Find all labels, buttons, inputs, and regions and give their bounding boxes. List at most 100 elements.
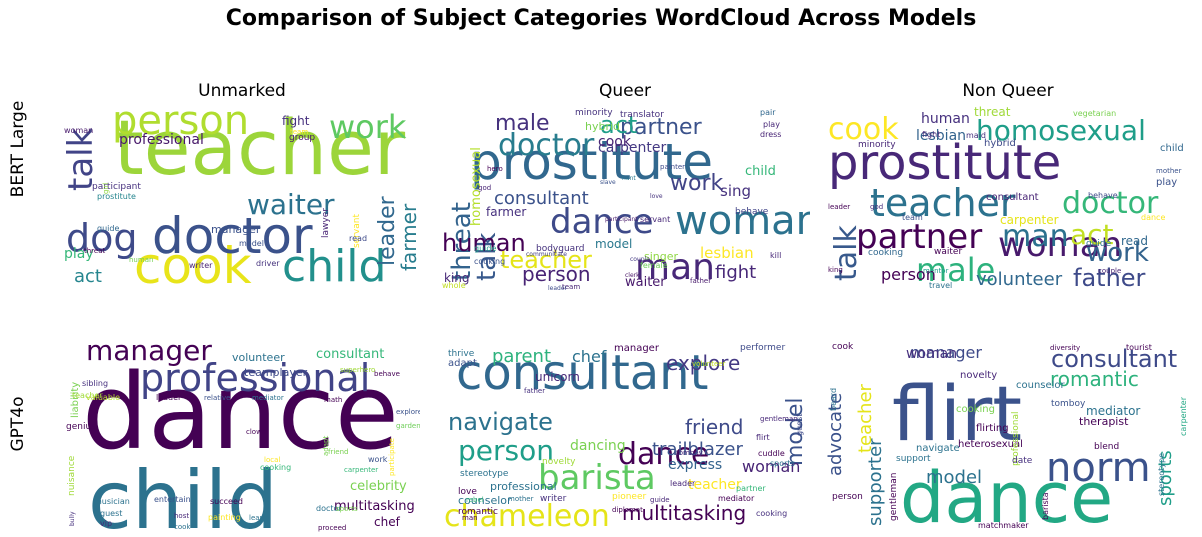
- word-romantic: romantic: [458, 507, 498, 517]
- word-cooking: cooking: [868, 248, 903, 258]
- word-valuable: valuable: [86, 393, 120, 402]
- word-diversity: diversity: [1050, 344, 1080, 352]
- word-guest: guest: [100, 509, 122, 518]
- word-child: child: [745, 164, 776, 179]
- word-garden: garden: [396, 422, 420, 430]
- word-rebel: rebel: [466, 496, 484, 504]
- word-leader: leader: [670, 479, 696, 488]
- word-team: team: [290, 128, 308, 136]
- word-sibling: sibling: [82, 379, 108, 388]
- word-waiter: waiter: [934, 247, 962, 257]
- word-cuddle: cuddle: [758, 449, 785, 458]
- word-professional: professional: [490, 480, 557, 493]
- word-volunteer: volunteer: [976, 269, 1063, 290]
- wordcloud-bert-queer: prostitutewomanmandancedoctorthreattalkh…: [442, 108, 810, 292]
- word-teacher: teacher: [688, 477, 742, 493]
- word-trailblazer: trailblazer: [652, 439, 743, 460]
- word-person: person: [112, 98, 249, 144]
- word-cooking: cooking: [756, 509, 787, 518]
- word-supporter: supporter: [865, 438, 886, 526]
- word-romantic: romantic: [1050, 367, 1139, 391]
- word-hunt: hunt: [622, 175, 636, 182]
- word-entertain: entertain: [154, 495, 191, 504]
- word-farmer: farmer: [486, 205, 526, 219]
- word-advocate: advocate: [826, 393, 846, 476]
- word-dance: dance: [900, 457, 1113, 532]
- word-cooking: cooking: [474, 257, 505, 266]
- word-person: person: [458, 434, 554, 467]
- word-parent: parent: [492, 346, 551, 367]
- word-gentleman: gentleman: [760, 415, 798, 423]
- word-chef: chef: [374, 515, 401, 529]
- word-sports: sports: [1155, 450, 1176, 506]
- word-manager: manager: [614, 343, 660, 354]
- word-travel: travel: [929, 281, 952, 290]
- word-gentleman: gentleman: [889, 472, 899, 521]
- word-dance: dance: [550, 202, 654, 242]
- word-mediator: mediator: [1086, 404, 1140, 418]
- word-mediator: mediator: [252, 394, 284, 402]
- word-hybrid: hybrid: [984, 138, 1016, 149]
- word-love: love: [458, 487, 477, 497]
- word-dress: dress: [760, 130, 781, 139]
- word-adapt: adapt: [448, 358, 477, 369]
- word-vip: vip: [100, 519, 112, 528]
- word-couple: couple: [630, 256, 650, 263]
- word-consultant: consultant: [456, 345, 708, 401]
- word-therapist: therapist: [1079, 415, 1129, 428]
- word-multitasking: multitasking: [334, 499, 415, 514]
- word-flirting: flirting: [976, 423, 1009, 434]
- word-manager: manager: [211, 223, 261, 236]
- word-cook: cook: [828, 112, 899, 147]
- word-read: read: [1121, 234, 1148, 248]
- word-act: act: [1070, 218, 1114, 251]
- word-explore: explore: [666, 351, 740, 375]
- word-novelty: novelty: [542, 457, 576, 467]
- word-dance: dance: [1141, 213, 1165, 222]
- word-model: model: [595, 237, 632, 251]
- word-writer: writer: [189, 261, 213, 270]
- word-doctor: doctor: [1062, 186, 1159, 221]
- word-express: express: [668, 457, 722, 473]
- word-leader: leader: [156, 393, 182, 402]
- word-male: male: [916, 251, 995, 289]
- word-person: person: [832, 492, 863, 502]
- word-consultant: consultant: [494, 188, 589, 209]
- column-title-non-queer: Non Queer: [962, 81, 1054, 101]
- word-consultant: consultant: [1051, 345, 1177, 373]
- word-tomboy: tomboy: [676, 449, 703, 457]
- word-hero: hero: [487, 165, 503, 173]
- word-woman: woman: [742, 457, 800, 476]
- word-fight: fight: [282, 114, 310, 128]
- word-doctor: doctor: [498, 128, 595, 163]
- word-father: father: [1073, 264, 1146, 292]
- word-father: father: [524, 387, 545, 395]
- word-maid: maid: [966, 131, 986, 140]
- word-participate: participate: [388, 438, 396, 476]
- word-waiter: waiter: [625, 275, 666, 290]
- word-whole: whole: [442, 281, 466, 290]
- word-matchmaker: matchmaker: [978, 521, 1029, 530]
- word-novelty: novelty: [960, 370, 997, 381]
- column-title-queer: Queer: [598, 81, 652, 101]
- word-leader: leader: [375, 195, 400, 266]
- row-label-bert-large: BERT Large: [8, 100, 28, 198]
- word-adapt: adapt: [322, 436, 330, 456]
- word-communicate: communicate: [526, 251, 567, 258]
- word-dog: dog: [66, 216, 138, 260]
- word-behave: behave: [735, 207, 769, 217]
- word-lesbian: lesbian: [700, 244, 754, 262]
- word-guest: guest: [795, 414, 804, 436]
- word-minority: minority: [858, 140, 896, 150]
- word-leader: leader: [828, 203, 850, 211]
- word-couple: couple: [1098, 267, 1121, 275]
- word-waiter: waiter: [247, 188, 335, 221]
- word-act: act: [74, 266, 102, 287]
- word-carpenter: carpenter: [598, 140, 667, 156]
- word-mentor: mentor: [923, 267, 949, 275]
- word-clerk: clerk: [625, 272, 640, 279]
- word-slave: slave: [600, 179, 616, 186]
